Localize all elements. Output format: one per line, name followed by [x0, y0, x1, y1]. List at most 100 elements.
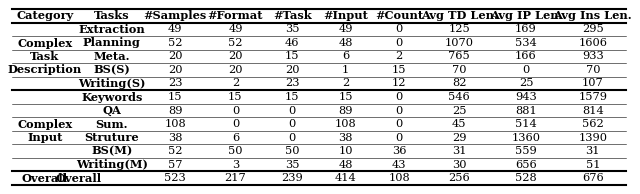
Text: 6: 6: [342, 51, 349, 61]
Text: 0: 0: [232, 119, 239, 129]
Text: 0: 0: [396, 24, 403, 34]
Text: 559: 559: [515, 146, 537, 156]
Text: BS(S): BS(S): [93, 64, 130, 75]
Text: 0: 0: [396, 119, 403, 129]
Text: 239: 239: [282, 173, 303, 183]
Text: QA: QA: [102, 105, 121, 116]
Text: #Input: #Input: [323, 10, 368, 21]
Text: Planning: Planning: [83, 37, 141, 48]
Text: 38: 38: [168, 133, 182, 143]
Text: 50: 50: [285, 146, 300, 156]
Text: 20: 20: [168, 51, 182, 61]
Text: Avg Ins Len.: Avg Ins Len.: [554, 10, 632, 21]
Text: Meta.: Meta.: [93, 51, 130, 62]
Text: #Task: #Task: [273, 10, 312, 21]
Text: 20: 20: [228, 51, 243, 61]
Text: Struture: Struture: [84, 132, 139, 143]
Text: 256: 256: [449, 173, 470, 183]
Text: 1579: 1579: [579, 92, 607, 102]
Text: 125: 125: [449, 24, 470, 34]
Text: 48: 48: [339, 38, 353, 48]
Text: 38: 38: [339, 133, 353, 143]
Text: Overall: Overall: [55, 173, 101, 184]
Text: 0: 0: [289, 133, 296, 143]
Text: 48: 48: [339, 160, 353, 170]
Text: BS(M): BS(M): [91, 146, 132, 157]
Text: 562: 562: [582, 119, 604, 129]
Text: Tasks: Tasks: [94, 10, 129, 21]
Text: 51: 51: [586, 160, 600, 170]
Text: 1606: 1606: [579, 38, 607, 48]
Text: 23: 23: [168, 78, 182, 88]
Text: 6: 6: [232, 133, 239, 143]
Text: 29: 29: [452, 133, 467, 143]
Text: Overall: Overall: [22, 173, 68, 184]
Text: 43: 43: [392, 160, 406, 170]
Text: 2: 2: [232, 78, 239, 88]
Text: 3: 3: [232, 160, 239, 170]
Text: 1360: 1360: [511, 133, 541, 143]
Text: 0: 0: [289, 106, 296, 116]
Text: 656: 656: [515, 160, 537, 170]
Text: 1390: 1390: [579, 133, 607, 143]
Text: 45: 45: [452, 119, 467, 129]
Text: #Samples: #Samples: [143, 10, 207, 21]
Text: Category: Category: [17, 10, 74, 21]
Text: 943: 943: [515, 92, 537, 102]
Text: 523: 523: [164, 173, 186, 183]
Text: Sum.: Sum.: [95, 119, 128, 130]
Text: 0: 0: [522, 65, 530, 75]
Text: Writing(S): Writing(S): [78, 78, 145, 89]
Text: 36: 36: [392, 146, 406, 156]
Text: 10: 10: [339, 146, 353, 156]
Text: 52: 52: [168, 38, 182, 48]
Text: 765: 765: [449, 51, 470, 61]
Text: 414: 414: [335, 173, 356, 183]
Text: Extraction: Extraction: [79, 24, 145, 35]
Text: 49: 49: [228, 24, 243, 34]
Text: 0: 0: [396, 92, 403, 102]
Text: Writing(M): Writing(M): [76, 159, 148, 170]
Text: 15: 15: [228, 92, 243, 102]
Text: 50: 50: [228, 146, 243, 156]
Text: 23: 23: [285, 78, 300, 88]
Text: 15: 15: [392, 65, 406, 75]
Text: 31: 31: [586, 146, 600, 156]
Text: 2: 2: [396, 51, 403, 61]
Text: 169: 169: [515, 24, 537, 34]
Text: 35: 35: [285, 24, 300, 34]
Text: 49: 49: [168, 24, 182, 34]
Text: 15: 15: [168, 92, 182, 102]
Text: 52: 52: [168, 146, 182, 156]
Text: 70: 70: [586, 65, 600, 75]
Text: 0: 0: [396, 133, 403, 143]
Text: 0: 0: [232, 106, 239, 116]
Text: #Count: #Count: [375, 10, 423, 21]
Text: 108: 108: [164, 119, 186, 129]
Text: 15: 15: [285, 51, 300, 61]
Text: 546: 546: [449, 92, 470, 102]
Text: 295: 295: [582, 24, 604, 34]
Text: 814: 814: [582, 106, 604, 116]
Text: 107: 107: [582, 78, 604, 88]
Text: 30: 30: [452, 160, 467, 170]
Text: 881: 881: [515, 106, 537, 116]
Text: 35: 35: [285, 160, 300, 170]
Text: Avg TD Len.: Avg TD Len.: [420, 10, 498, 21]
Text: 676: 676: [582, 173, 604, 183]
Text: 528: 528: [515, 173, 537, 183]
Text: 0: 0: [396, 38, 403, 48]
Text: 25: 25: [519, 78, 533, 88]
Text: Avg IP Len.: Avg IP Len.: [490, 10, 563, 21]
Text: 20: 20: [228, 65, 243, 75]
Text: 166: 166: [515, 51, 537, 61]
Text: 1070: 1070: [445, 38, 474, 48]
Text: 31: 31: [452, 146, 467, 156]
Text: 82: 82: [452, 78, 467, 88]
Text: 0: 0: [289, 119, 296, 129]
Text: 12: 12: [392, 78, 406, 88]
Text: 534: 534: [515, 38, 537, 48]
Text: #Format: #Format: [207, 10, 263, 21]
Text: 46: 46: [285, 38, 300, 48]
Text: 20: 20: [168, 65, 182, 75]
